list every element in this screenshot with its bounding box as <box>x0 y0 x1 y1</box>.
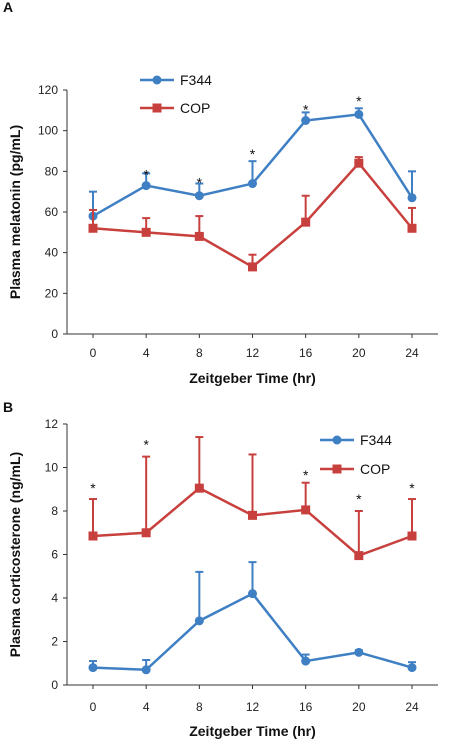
data-point-cop <box>194 231 204 241</box>
data-point-f344 <box>248 589 257 599</box>
y-tick-label: 80 <box>45 164 59 178</box>
legend-label-f344: F344 <box>180 72 212 88</box>
data-point-f344 <box>194 616 204 626</box>
data-point-cop <box>354 551 364 561</box>
x-tick-label: 16 <box>299 346 313 360</box>
legend-label-cop: COP <box>180 100 210 116</box>
legend-swatch-marker-cop <box>152 103 162 113</box>
y-tick-label: 10 <box>45 461 59 475</box>
y-tick-label: 12 <box>45 417 59 431</box>
legend: F344 COP <box>320 432 392 477</box>
significance-marker: * <box>356 491 362 507</box>
legend: F344 COP <box>140 72 212 116</box>
data-point-cop <box>88 531 98 541</box>
x-tick-label: 0 <box>90 700 97 714</box>
x-tick-label: 20 <box>352 346 366 360</box>
data-point-cop <box>194 483 204 493</box>
legend-swatch-marker-cop <box>332 464 342 474</box>
y-tick-label: 8 <box>51 504 58 518</box>
data-point-f344 <box>141 665 151 675</box>
significance-marker: * <box>143 166 149 182</box>
data-point-cop <box>407 223 417 233</box>
legend-label-f344: F344 <box>360 432 392 448</box>
legend-swatch-marker-f344 <box>332 435 342 445</box>
data-point-f344 <box>354 109 364 119</box>
data-point-f344 <box>407 193 417 203</box>
data-point-cop <box>407 531 417 541</box>
panel-letter: B <box>3 399 13 415</box>
y-tick-label: 20 <box>45 286 59 300</box>
y-axis-title: Plasma corticosterone (ng/mL) <box>7 452 23 657</box>
x-tick-label: 12 <box>246 346 260 360</box>
data-point-f344 <box>248 179 257 189</box>
significance-marker: * <box>90 480 96 496</box>
data-point-f344 <box>141 181 151 191</box>
x-tick-label: 24 <box>405 346 419 360</box>
y-tick-label: 40 <box>45 246 59 260</box>
x-tick-label: 20 <box>352 700 366 714</box>
x-tick-label: 8 <box>196 346 203 360</box>
series-f344 <box>88 107 417 221</box>
legend-swatch-marker-f344 <box>152 75 162 85</box>
data-point-cop <box>141 528 151 538</box>
y-tick-label: 120 <box>38 83 58 97</box>
data-point-cop <box>248 262 257 272</box>
x-tick-label: 12 <box>246 700 260 714</box>
y-tick-label: 4 <box>51 591 58 605</box>
x-tick-label: 24 <box>405 700 419 714</box>
data-point-cop <box>88 223 98 233</box>
x-tick-label: 4 <box>143 700 150 714</box>
significance-marker: * <box>356 93 362 109</box>
y-tick-label: 0 <box>51 678 58 692</box>
series-cop <box>88 156 417 272</box>
y-tick-label: 2 <box>51 635 58 649</box>
x-tick-label: 0 <box>90 346 97 360</box>
significance-marker: * <box>409 480 415 496</box>
data-point-f344 <box>301 116 311 125</box>
legend-label-cop: COP <box>360 461 390 477</box>
significance-marker: * <box>303 101 309 117</box>
panel-letter: A <box>3 0 13 15</box>
significance-marker: * <box>143 436 149 452</box>
x-tick-label: 4 <box>143 346 150 360</box>
data-point-f344 <box>407 663 417 673</box>
data-point-f344 <box>194 191 204 201</box>
x-tick-label: 16 <box>299 700 313 714</box>
x-axis-title: Zeitgeber Time (hr) <box>189 723 316 739</box>
y-axis-title: Plasma melatonin (pg/mL) <box>7 125 23 299</box>
data-point-f344 <box>88 663 98 673</box>
significance-marker: * <box>250 146 256 162</box>
chart-panel-a: A 0 20 40 60 80 100 120 0 4 8 12 16 20 24 Zeitgeber Tim… <box>3 0 438 386</box>
series-line-f344 <box>92 592 413 672</box>
y-tick-label: 100 <box>38 124 58 138</box>
series-f344 <box>88 561 417 675</box>
data-point-cop <box>354 158 364 168</box>
data-point-cop <box>301 505 311 515</box>
data-point-f344 <box>354 647 364 657</box>
data-point-cop <box>141 227 151 237</box>
y-tick-label: 6 <box>51 548 58 562</box>
significance-marker: * <box>197 174 203 190</box>
data-point-cop <box>301 217 311 227</box>
data-point-cop <box>248 510 257 520</box>
x-axis-title: Zeitgeber Time (hr) <box>189 370 316 386</box>
y-tick-label: 0 <box>51 327 58 341</box>
data-point-f344 <box>301 656 311 666</box>
series-cop <box>88 436 417 561</box>
x-tick-label: 8 <box>196 700 203 714</box>
significance-marker: * <box>303 467 309 483</box>
y-tick-label: 60 <box>45 205 59 219</box>
